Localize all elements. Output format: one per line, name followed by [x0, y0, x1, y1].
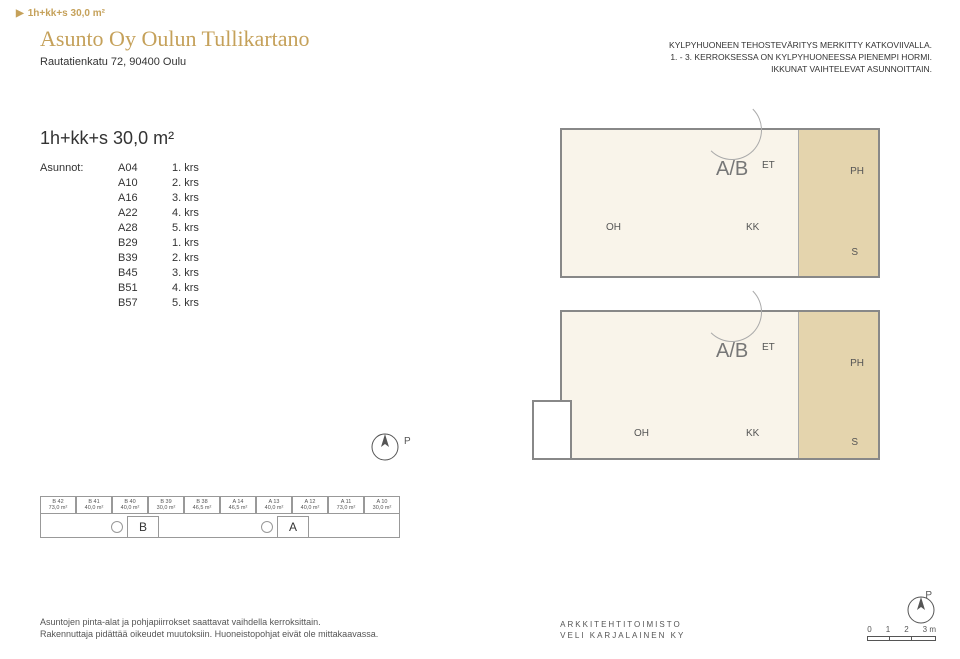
unit-floor: 5. krs [172, 222, 212, 234]
list-item: A22 4. krs [40, 207, 212, 219]
compass-label: P [925, 590, 932, 601]
list-item: B45 3. krs [40, 267, 212, 279]
room-label-s: S [851, 247, 858, 258]
arch-line-2: VELI KARJALAINEN KY [560, 630, 685, 641]
room-label-et: ET [762, 342, 775, 353]
floorplan-lower: A/B ET OH KK PH S [560, 310, 880, 460]
strip-cell: B 4140,0 m² [76, 496, 112, 514]
unit-code: B57 [118, 297, 148, 309]
unit-floor: 4. krs [172, 282, 212, 294]
entry-a: A [277, 516, 309, 538]
door-arc-icon [702, 100, 762, 160]
unit-code: B29 [118, 237, 148, 249]
list-label: Asunnot: [40, 162, 94, 174]
footer: Asuntojen pinta-alat ja pohjapiirrokset … [40, 617, 936, 641]
strip-cell: A 1446,5 m² [220, 496, 256, 514]
title-block: Asunto Oy Oulun Tullikartano Rautatienka… [40, 26, 310, 68]
list-item: B39 2. krs [40, 252, 212, 264]
tab-label: 1h+kk+s 30,0 m² [28, 8, 105, 19]
strip-cell: A 1240,0 m² [292, 496, 328, 514]
disclaimer-line-1: Asuntojen pinta-alat ja pohjapiirrokset … [40, 617, 378, 627]
balcony-region [532, 400, 572, 460]
unit-floor: 4. krs [172, 207, 212, 219]
door-arc-icon [702, 282, 762, 342]
chevron-right-icon: ▶ [16, 8, 24, 19]
room-label-ph: PH [850, 358, 864, 369]
unit-list: Asunnot: A04 1. krs A10 2. krs A16 3. kr… [40, 162, 212, 312]
bathroom-region [798, 312, 878, 458]
compass-label: P [404, 436, 411, 447]
bathroom-region [798, 130, 878, 276]
room-label-main: A/B [716, 158, 748, 181]
unit-floor: 1. krs [172, 237, 212, 249]
room-label-kk: KK [746, 428, 759, 439]
entry-marker-icon [111, 521, 123, 533]
header-notes: KYLPYHUONEEN TEHOSTEVÄRITYS MERKITTY KAT… [669, 40, 932, 76]
strip-cell: B 3930,0 m² [148, 496, 184, 514]
disclaimer: Asuntojen pinta-alat ja pohjapiirrokset … [40, 617, 378, 641]
note-line-2: 1. - 3. KERROKSESSA ON KYLPYHUONEESSA PI… [669, 52, 932, 64]
disclaimer-line-2: Rakennuttaja pidättää oikeudet muutoksii… [40, 629, 378, 639]
plan-heading: 1h+kk+s 30,0 m² [40, 128, 174, 149]
scale-label: 1 [886, 625, 890, 634]
unit-floor: 3. krs [172, 192, 212, 204]
room-label-kk: KK [746, 222, 759, 233]
room-label-oh: OH [634, 428, 649, 439]
strip-cell: A 1340,0 m² [256, 496, 292, 514]
unit-floor: 5. krs [172, 297, 212, 309]
list-item: B57 5. krs [40, 297, 212, 309]
strip-cell: A 1030,0 m² [364, 496, 400, 514]
entry-marker-icon [261, 521, 273, 533]
scale-block: 0 1 2 3 m [867, 625, 936, 641]
unit-code: B39 [118, 252, 148, 264]
building-strip: B 4273,0 m² B 4140,0 m² B 4040,0 m² B 39… [40, 496, 400, 566]
page-subtitle: Rautatienkatu 72, 90400 Oulu [40, 56, 310, 68]
strip-cell: B 4040,0 m² [112, 496, 148, 514]
list-item: A16 3. krs [40, 192, 212, 204]
list-item: B51 4. krs [40, 282, 212, 294]
room-label-ph: PH [850, 166, 864, 177]
room-label-s: S [851, 437, 858, 448]
unit-code: A10 [118, 177, 148, 189]
strip-cell: A 1173,0 m² [328, 496, 364, 514]
unit-code: A16 [118, 192, 148, 204]
list-item: A28 5. krs [40, 222, 212, 234]
list-item: B29 1. krs [40, 237, 212, 249]
scale-label: 3 m [923, 625, 936, 634]
header: Asunto Oy Oulun Tullikartano Rautatienka… [40, 26, 932, 76]
list-item: A10 2. krs [40, 177, 212, 189]
unit-code: A22 [118, 207, 148, 219]
compass-icon [370, 432, 400, 462]
entry-b: B [127, 516, 159, 538]
note-line-3: IKKUNAT VAIHTELEVAT ASUNNOITTAIN. [669, 64, 932, 76]
room-label-et: ET [762, 160, 775, 171]
arch-line-1: ARKKITEHTITOIMISTO [560, 619, 685, 630]
unit-floor: 2. krs [172, 177, 212, 189]
unit-code: A04 [118, 162, 148, 174]
unit-floor: 2. krs [172, 252, 212, 264]
page-title: Asunto Oy Oulun Tullikartano [40, 26, 310, 52]
note-line-1: KYLPYHUONEEN TEHOSTEVÄRITYS MERKITTY KAT… [669, 40, 932, 52]
corner-tab: ▶ 1h+kk+s 30,0 m² [16, 8, 105, 19]
strip-cell: B 4273,0 m² [40, 496, 76, 514]
architect-credit: ARKKITEHTITOIMISTO VELI KARJALAINEN KY [560, 619, 685, 641]
scale-bar [867, 636, 936, 641]
unit-floor: 1. krs [172, 162, 212, 174]
list-item: Asunnot: A04 1. krs [40, 162, 212, 174]
strip-cell: B 3846,5 m² [184, 496, 220, 514]
scale-label: 0 [867, 625, 871, 634]
room-label-oh: OH [606, 222, 621, 233]
unit-floor: 3. krs [172, 267, 212, 279]
floorplan-upper: A/B ET OH KK PH S [560, 128, 880, 278]
unit-code: A28 [118, 222, 148, 234]
unit-code: B45 [118, 267, 148, 279]
unit-code: B51 [118, 282, 148, 294]
room-label-main: A/B [716, 340, 748, 363]
scale-label: 2 [904, 625, 908, 634]
